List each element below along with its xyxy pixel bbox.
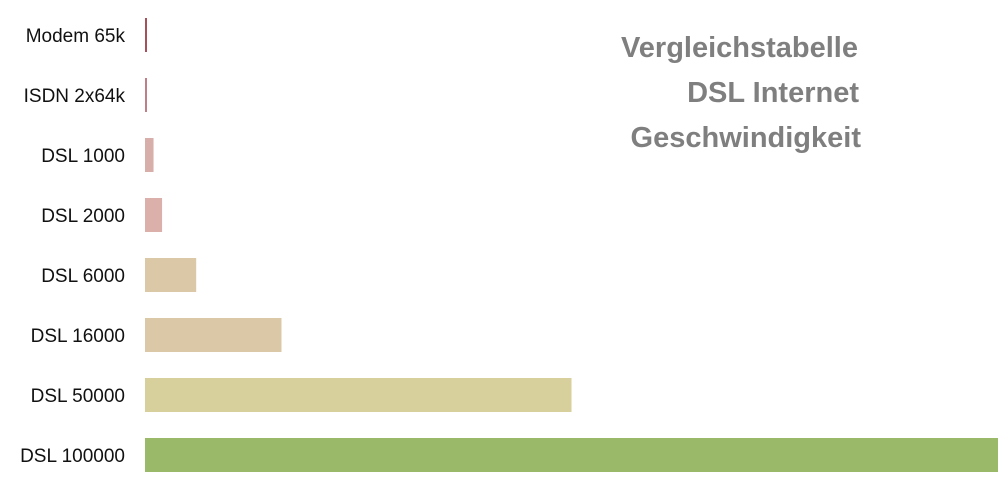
bar-dsl-1000 (145, 138, 154, 172)
chart-title-line-2: DSL Internet (687, 77, 859, 109)
bar-dsl-16000 (145, 318, 282, 352)
category-label: DSL 100000 (20, 446, 125, 467)
category-label: Modem 65k (26, 26, 126, 47)
bar-dsl-6000 (145, 258, 197, 292)
bar-dsl-50000 (145, 378, 572, 412)
category-labels: Modem 65k ISDN 2x64k DSL 1000 DSL 2000 DSL 6… (20, 26, 125, 467)
category-label: DSL 6000 (41, 266, 125, 287)
category-label: DSL 16000 (31, 326, 125, 347)
chart-title-line-3: Geschwindigkeit (631, 122, 862, 154)
chart-title: Vergleichstabelle DSL Internet Geschwind… (621, 32, 861, 154)
category-label: DSL 1000 (41, 146, 125, 167)
bar-modem-65k (145, 18, 147, 52)
category-label: DSL 50000 (31, 386, 125, 407)
bar-series (145, 18, 998, 472)
chart-title-line-1: Vergleichstabelle (621, 32, 858, 64)
bar-isdn-2x64k (145, 78, 147, 112)
category-label: DSL 2000 (41, 206, 125, 227)
category-label: ISDN 2x64k (24, 86, 126, 107)
bar-dsl-100000 (145, 438, 998, 472)
bar-dsl-2000 (145, 198, 163, 232)
